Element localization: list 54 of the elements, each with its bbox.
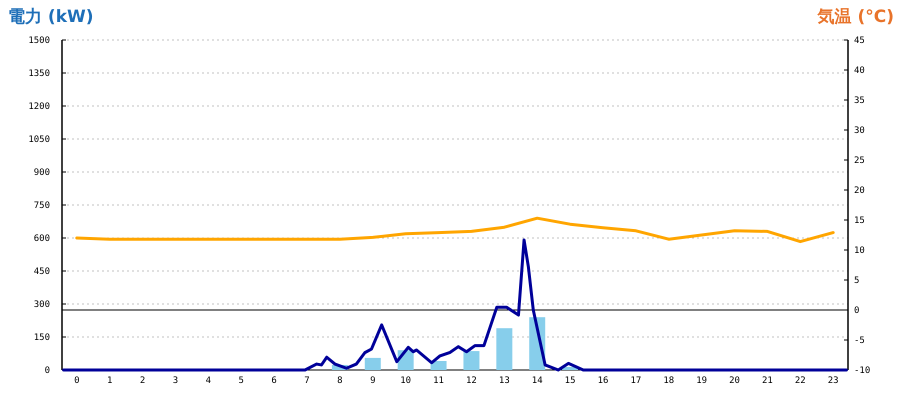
x-tick-label: 14 [532, 376, 543, 386]
y2-tick-label: 40 [854, 66, 865, 76]
y-tick-label: 900 [34, 168, 50, 178]
line-series [75, 216, 835, 244]
y2-tick-label: 45 [854, 36, 865, 46]
x-tick-label: 19 [696, 376, 708, 386]
y-axis-title: 電力 (kW) [8, 7, 94, 27]
x-tick-label: 12 [466, 376, 477, 386]
y-tick-label: 1350 [28, 69, 50, 79]
x-tick-label: 1 [106, 376, 112, 386]
y-tick-label: 1200 [28, 102, 50, 112]
bar [463, 351, 480, 370]
y2-tick-label: 35 [854, 96, 865, 106]
y2-axis-title: 気温 (°C) [816, 7, 894, 27]
y2-tick-label: 0 [854, 306, 860, 316]
x-tick-label: 10 [400, 376, 412, 386]
x-tick-label: 7 [304, 376, 310, 386]
y2-tick-label: 25 [854, 156, 865, 166]
x-tick-label: 13 [498, 376, 510, 386]
bar [364, 358, 381, 370]
y-tick-label: 1500 [28, 36, 50, 46]
x-tick-label: 8 [337, 376, 343, 386]
x-tick-label: 21 [762, 376, 773, 386]
bar [496, 328, 512, 370]
x-tick-label: 2 [140, 376, 146, 386]
y2-tick-label: 10 [854, 246, 865, 256]
y-tick-label: 0 [44, 366, 50, 376]
y2-tick-label: -5 [854, 336, 865, 346]
y-tick-label: 450 [34, 267, 50, 277]
x-tick-label: 6 [271, 376, 277, 386]
y-tick-label: 600 [34, 234, 50, 244]
y2-tick-label: 30 [854, 126, 865, 136]
bar [430, 360, 447, 370]
x-tick-label: 16 [598, 376, 608, 386]
y-tick-label: 1050 [28, 135, 50, 145]
y2-tick-label: 15 [854, 216, 865, 226]
x-tick-label: 22 [794, 376, 806, 386]
x-tick-label: 4 [206, 376, 212, 386]
x-tick-label: 0 [74, 376, 80, 386]
x-tick-label: 18 [663, 376, 674, 386]
x-tick-label: 5 [238, 376, 244, 386]
y2-tick-label: 5 [854, 276, 860, 286]
x-tick-label: 3 [172, 376, 178, 386]
x-tick-label: 11 [433, 376, 444, 386]
x-tick-label: 17 [630, 376, 642, 386]
x-tick-label: 9 [370, 376, 376, 386]
y2-tick-label: -10 [854, 366, 870, 376]
y-tick-label: 750 [34, 201, 50, 211]
x-tick-label: 20 [729, 376, 740, 386]
y-tick-label: 300 [34, 300, 50, 310]
x-tick-label: 15 [564, 376, 576, 386]
x-tick-label: 23 [828, 376, 839, 386]
y2-tick-label: 20 [854, 186, 865, 196]
y-tick-label: 150 [34, 333, 50, 343]
